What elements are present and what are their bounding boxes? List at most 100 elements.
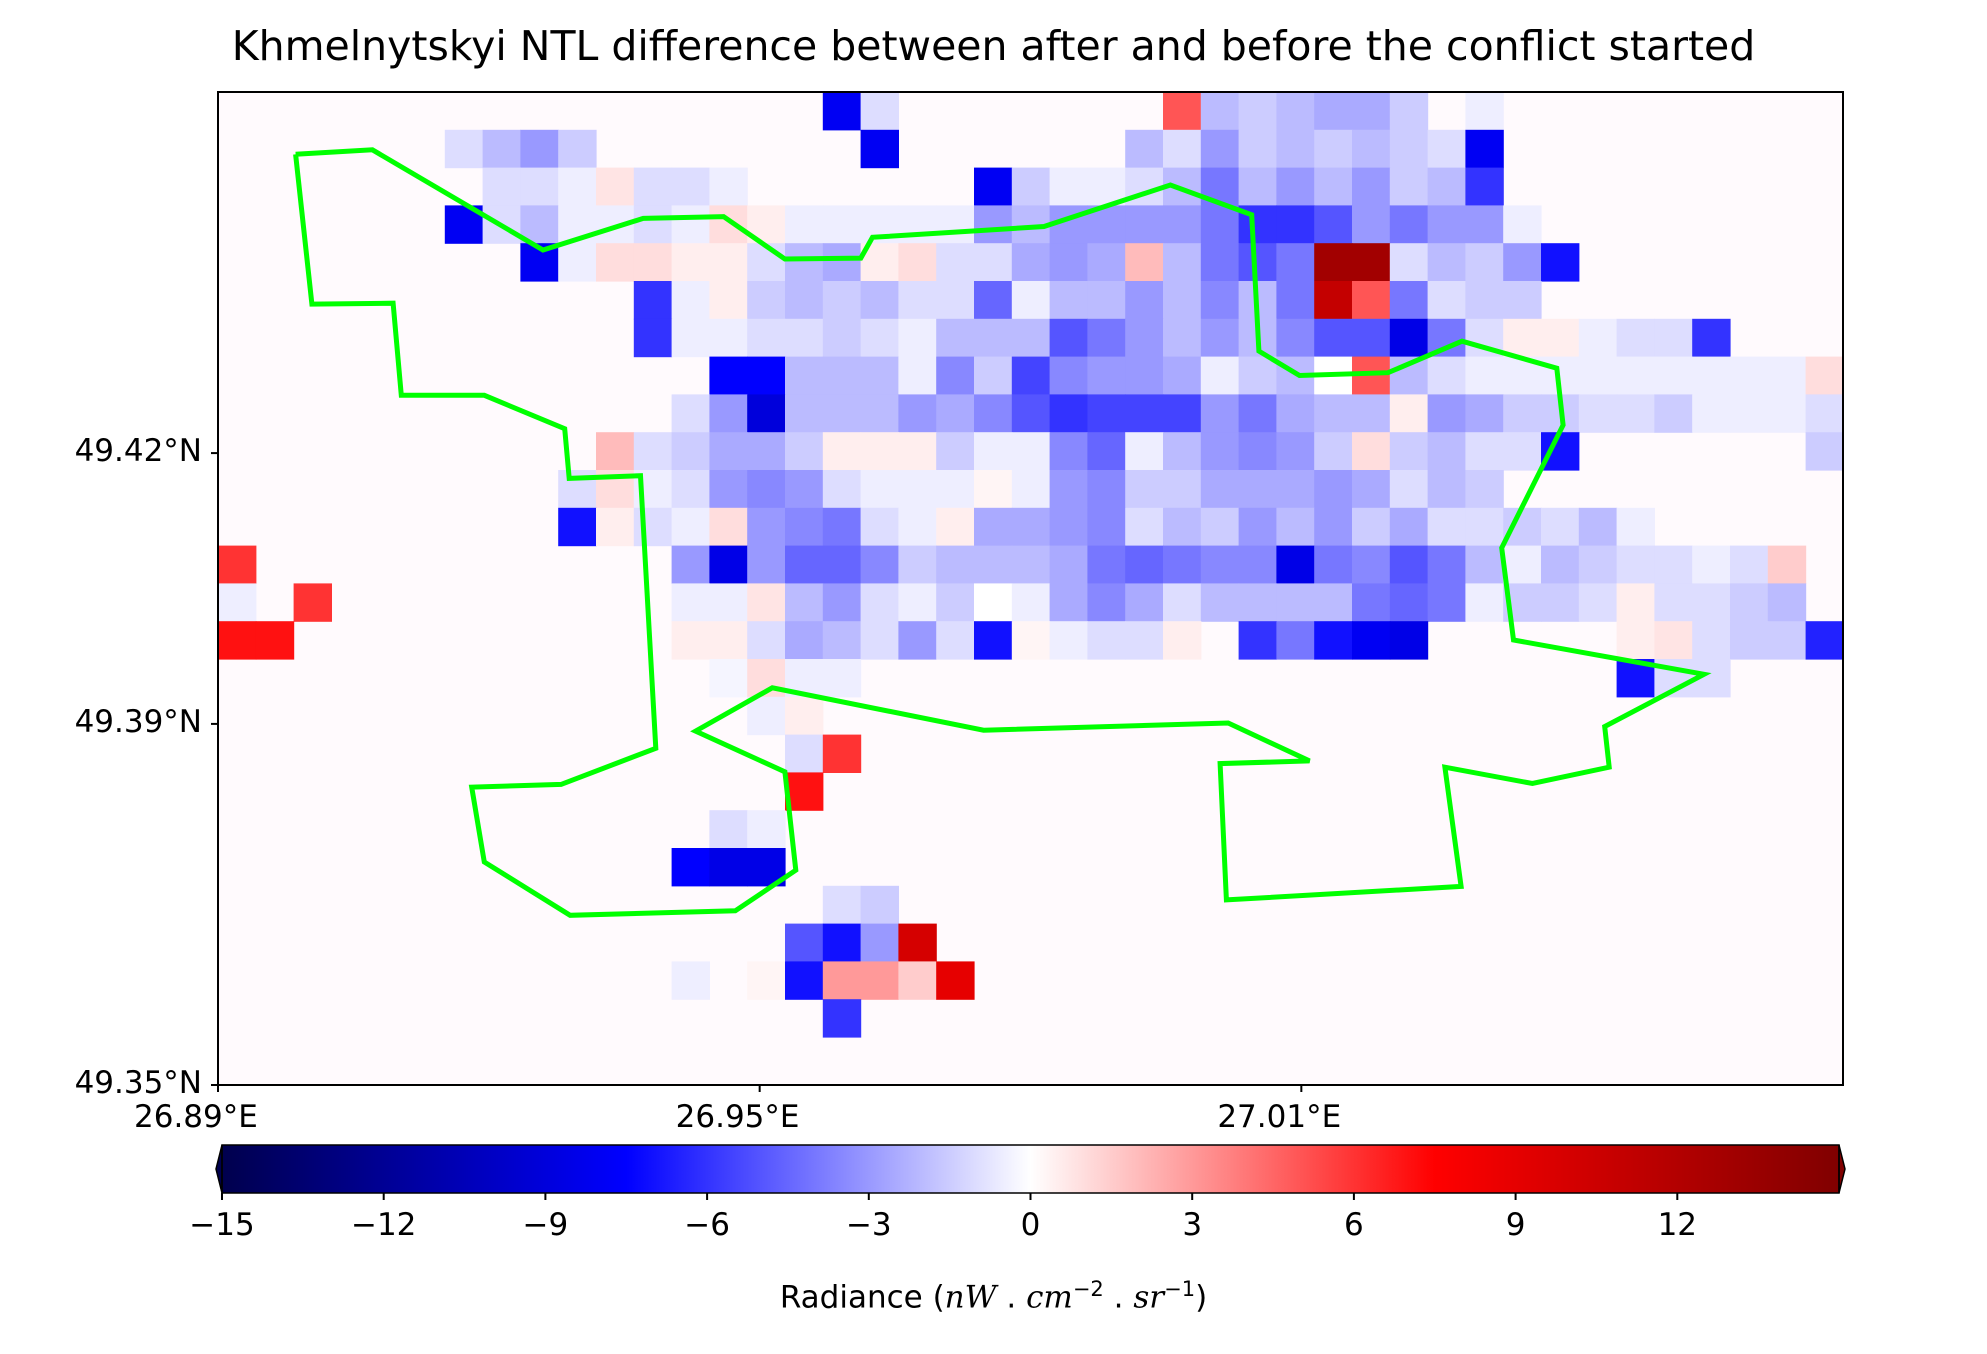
radiance-cell: [1276, 243, 1315, 282]
radiance-cell: [482, 129, 521, 169]
radiance-cell: [1011, 318, 1051, 358]
radiance-cell: [1276, 167, 1315, 206]
radiance-cell: [898, 507, 937, 547]
radiance-cell: [1805, 621, 1844, 660]
radiance-cell: [974, 545, 1013, 584]
radiance-cell: [1352, 167, 1391, 206]
radiance-cell: [785, 923, 824, 962]
radiance-cell: [1692, 545, 1731, 584]
radiance-cell: [785, 243, 824, 282]
radiance-cell: [671, 394, 710, 433]
radiance-cell: [936, 205, 975, 244]
radiance-cell: [1163, 470, 1202, 509]
x-tick-label: 26.95°E: [675, 1099, 800, 1135]
radiance-cell: [1163, 394, 1202, 433]
radiance-cell: [1465, 167, 1504, 206]
radiance-cell: [1125, 470, 1164, 509]
radiance-cell: [974, 507, 1013, 547]
radiance-cell: [1767, 583, 1807, 622]
radiance-cell: [671, 848, 710, 887]
radiance-cell: [293, 583, 332, 622]
radiance-cell: [1730, 394, 1769, 433]
radiance-cell: [1465, 356, 1504, 395]
radiance-cell: [1238, 356, 1277, 395]
radiance-cell: [1730, 545, 1769, 584]
radiance-cell: [1541, 243, 1580, 282]
radiance-cell: [709, 167, 748, 206]
radiance-cell: [1200, 243, 1240, 282]
radiance-cell: [671, 583, 710, 622]
radiance-cell: [1049, 167, 1088, 206]
radiance-cell: [822, 394, 862, 433]
radiance-cell: [1541, 507, 1580, 547]
radiance-cell: [1049, 545, 1088, 584]
radiance-cell: [898, 470, 937, 509]
radiance-cell: [785, 696, 824, 736]
radiance-cell: [633, 167, 673, 206]
radiance-cell: [1616, 318, 1655, 358]
radiance-cell: [860, 281, 899, 320]
radiance-cell: [1049, 432, 1088, 471]
radiance-cell: [1578, 356, 1618, 395]
colorbar-label: Radiance (nW . cm−2 . sr−1): [779, 1277, 1208, 1316]
radiance-cell: [633, 281, 673, 320]
radiance-cell: [671, 470, 710, 509]
radiance-cell: [1087, 281, 1126, 320]
radiance-cell: [1767, 394, 1807, 433]
radiance-cell: [974, 205, 1013, 244]
radiance-cell: [1389, 621, 1429, 660]
radiance-cell: [747, 432, 786, 471]
radiance-cell: [785, 318, 824, 358]
radiance-cell: [974, 432, 1013, 471]
radiance-cell: [1465, 205, 1504, 244]
radiance-cell: [1465, 243, 1504, 282]
colorbar-tick-label: −6: [684, 1207, 730, 1243]
radiance-cell: [1465, 507, 1504, 547]
radiance-cell: [936, 318, 975, 358]
radiance-cell: [860, 92, 899, 131]
radiance-cell: [1389, 394, 1429, 433]
radiance-cell: [785, 961, 824, 1000]
radiance-cell: [1049, 470, 1088, 509]
radiance-cell: [822, 432, 862, 471]
radiance-cell: [822, 621, 862, 660]
radiance-cell: [898, 583, 937, 622]
radiance-cell: [936, 961, 975, 1000]
radiance-cell: [1163, 318, 1202, 358]
radiance-cell: [1427, 281, 1466, 320]
radiance-cell: [1276, 432, 1315, 471]
radiance-cell: [1314, 432, 1353, 471]
radiance-cell: [747, 394, 786, 433]
radiance-cell: [596, 167, 635, 206]
radiance-cell: [747, 583, 786, 622]
radiance-cell: [860, 470, 899, 509]
radiance-cell: [785, 621, 824, 660]
radiance-cell: [974, 167, 1013, 206]
radiance-cell: [898, 243, 937, 282]
radiance-cell: [822, 583, 862, 622]
radiance-cell: [1503, 318, 1542, 358]
colorbar-tick-label: 9: [1505, 1207, 1526, 1243]
radiance-cell: [1578, 545, 1618, 584]
radiance-cell: [1276, 281, 1315, 320]
colorbar-extend-high-arrow: [1838, 1144, 1846, 1194]
radiance-cell: [709, 318, 748, 358]
radiance-cell: [671, 281, 710, 320]
radiance-cell: [1125, 129, 1164, 169]
radiance-cell: [709, 470, 748, 509]
radiance-cell: [1125, 281, 1164, 320]
radiance-cell: [1276, 129, 1315, 169]
radiance-cell: [1163, 281, 1202, 320]
radiance-cell: [1767, 545, 1807, 584]
radiance-cell: [898, 961, 937, 1000]
radiance-cell: [1200, 432, 1240, 471]
radiance-cell: [1276, 621, 1315, 660]
radiance-cell: [1238, 545, 1277, 584]
radiance-cell: [1163, 92, 1202, 131]
radiance-cell: [1087, 545, 1126, 584]
radiance-cell: [1200, 470, 1240, 509]
radiance-cell: [785, 281, 824, 320]
radiance-cell: [747, 281, 786, 320]
radiance-cell: [671, 167, 710, 206]
radiance-cell: [860, 961, 899, 1000]
